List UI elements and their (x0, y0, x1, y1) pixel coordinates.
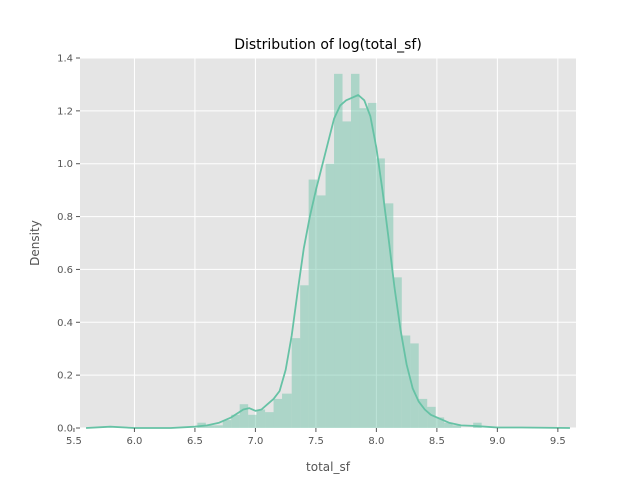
histogram-bar-11 (291, 338, 301, 428)
chart-title: Distribution of log(total_sf) (234, 37, 422, 53)
y-tick-labels: 0.0 0.2 0.4 0.6 0.8 1.0 1.2 1.4 (57, 54, 80, 435)
plot-background (80, 58, 576, 428)
histogram-bar-7 (256, 409, 266, 428)
y-tick-label-6: 1.2 (57, 106, 73, 117)
x-tick-label-6: 8.5 (429, 436, 445, 447)
histogram-bar-8 (265, 412, 274, 428)
histogram-bar-18 (350, 73, 360, 428)
y-tick-label-1: 0.2 (57, 371, 73, 382)
histogram-bar-3 (222, 420, 232, 428)
histogram-bar-13 (308, 179, 318, 428)
kde-curve (86, 94, 570, 429)
histogram-bar-10 (282, 393, 292, 428)
histogram-bar-30 (452, 425, 462, 428)
x-tick-label-8: 9.5 (550, 436, 566, 447)
x-tick-label-2: 6.5 (187, 436, 203, 447)
histogram-bar-2 (214, 425, 223, 428)
histogram-bars (197, 73, 482, 428)
histogram-bar-23 (393, 277, 402, 428)
histogram-bar-22 (384, 203, 394, 428)
histogram-bar-4 (231, 414, 240, 428)
y-tick-label-7: 1.4 (57, 54, 73, 65)
histogram-bar-26 (418, 398, 428, 428)
histogram-bar-27 (427, 406, 436, 428)
histogram-bar-1 (205, 425, 215, 428)
histogram-bar-21 (376, 158, 385, 428)
histogram-bar-6 (248, 414, 257, 428)
histogram-bar-9 (273, 398, 283, 428)
x-tick-label-1: 6.0 (126, 436, 142, 447)
y-tick-label-2: 0.4 (57, 318, 73, 329)
x-tick-label-7: 9.0 (489, 436, 505, 447)
y-tick-label-5: 1.0 (57, 159, 73, 170)
kde-curve-layer (86, 94, 570, 429)
y-axis-label: Density (28, 220, 42, 266)
histogram-bar-16 (334, 73, 343, 428)
histogram-bar-29 (444, 422, 453, 428)
y-tick-label-0: 0.0 (57, 424, 73, 435)
histogram-bar-20 (367, 102, 377, 428)
histogram-bar-17 (342, 121, 351, 428)
x-axis-label: total_sf (306, 460, 351, 474)
x-tick-label-3: 7.0 (247, 436, 263, 447)
histogram-bar-24 (401, 335, 411, 428)
x-tick-label-5: 8.0 (368, 436, 384, 447)
x-tick-labels: 5.5 6.0 6.5 7.0 7.5 8.0 8.5 9.0 9.5 (66, 428, 566, 447)
x-tick-label-0: 5.5 (66, 436, 82, 447)
histogram-bar-15 (325, 163, 335, 428)
y-tick-label-4: 0.8 (57, 212, 73, 223)
y-tick-label-3: 0.6 (57, 265, 73, 276)
histogram-bar-25 (410, 343, 419, 428)
histogram-bar-19 (359, 108, 368, 428)
histogram-bar-5 (239, 404, 249, 428)
histogram-bar-28 (435, 417, 445, 428)
x-tick-label-4: 7.5 (308, 436, 324, 447)
histogram-bar-14 (317, 195, 326, 428)
histogram-bar-12 (300, 285, 309, 428)
